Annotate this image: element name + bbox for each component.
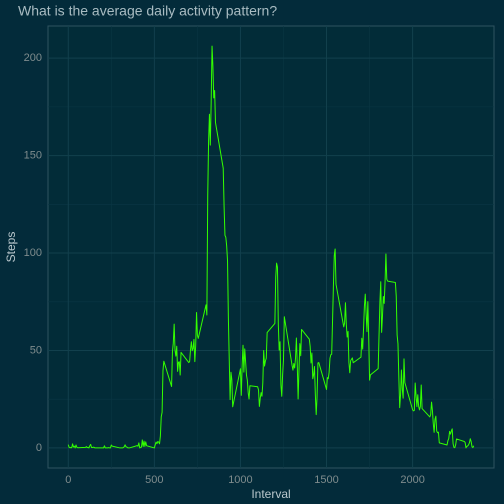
x-axis-title: Interval	[251, 487, 290, 501]
x-tick-label: 1500	[314, 474, 338, 486]
y-tick-label: 0	[36, 442, 42, 454]
y-axis-title: Steps	[4, 232, 18, 263]
data-line	[67, 45, 475, 449]
y-tick-label: 150	[24, 150, 42, 162]
y-tick-label: 50	[30, 344, 42, 356]
y-tick-label: 200	[24, 52, 42, 64]
chart-title: What is the average daily activity patte…	[18, 3, 277, 19]
panel	[47, 25, 495, 469]
y-tick-label: 100	[24, 247, 42, 259]
x-tick-label: 0	[65, 474, 71, 486]
x-tick-label: 1000	[228, 474, 252, 486]
x-tick-label: 500	[145, 474, 163, 486]
x-tick-label: 2000	[400, 474, 424, 486]
